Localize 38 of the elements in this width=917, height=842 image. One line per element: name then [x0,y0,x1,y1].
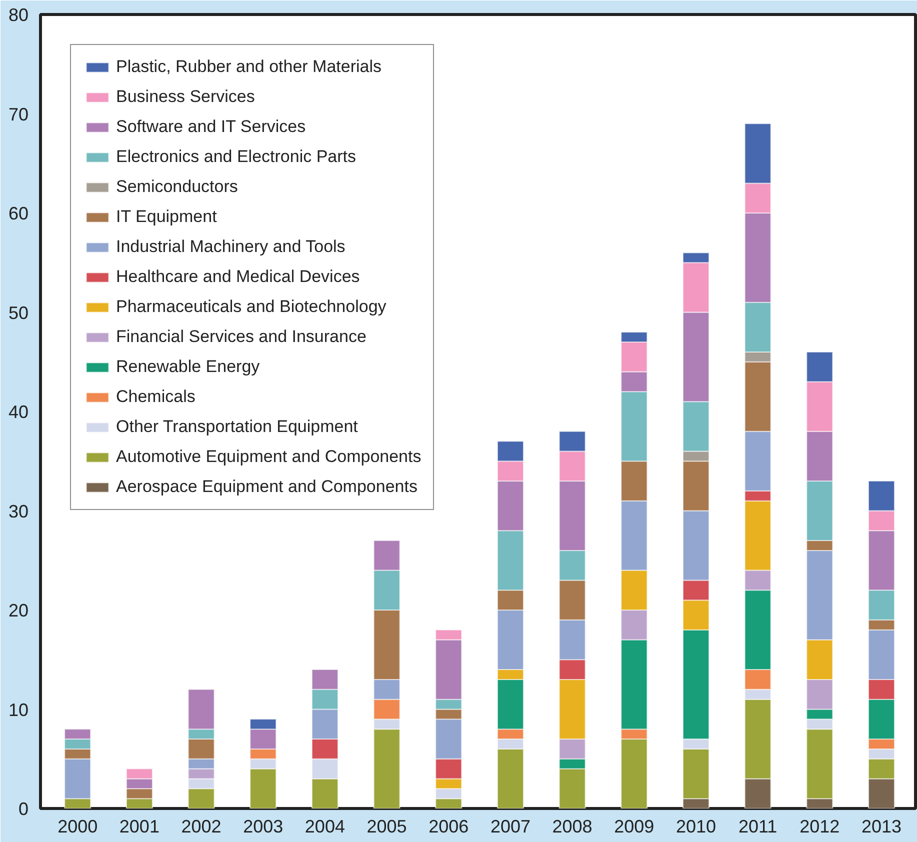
y-tick-label: 10 [8,700,29,720]
legend-label: Healthcare and Medical Devices [116,267,360,287]
y-tick-label: 70 [8,104,29,124]
y-tick-label: 80 [8,5,29,25]
y-tick-label: 0 [18,799,29,819]
y-tick-label: 50 [8,302,29,323]
legend-label: Pharmaceuticals and Biotechnology [116,297,386,317]
x-tick-label: 2008 [552,816,592,836]
x-tick-label: 2002 [181,816,222,836]
legend-label: Automotive Equipment and Components [116,447,422,467]
x-tick-label: 2009 [614,816,654,836]
y-tick-label: 40 [8,402,29,422]
legend-label: Aerospace Equipment and Components [116,477,418,497]
y-tick-label: 60 [8,204,29,224]
x-tick-label: 2013 [861,816,902,836]
legend-label: Plastic, Rubber and other Materials [116,57,382,77]
x-tick-label: 2003 [243,816,284,836]
legend-label: Other Transportation Equipment [116,417,358,437]
x-tick-label: 2007 [490,816,530,836]
x-tick-label: 2000 [58,816,98,836]
legend-label: Chemicals [116,387,196,407]
x-tick-label: 2011 [738,816,778,836]
legend-label: Semiconductors [116,177,238,197]
legend-label: Renewable Energy [116,357,260,377]
y-tick-label: 20 [8,600,29,620]
x-tick-label: 2005 [366,816,407,836]
legend-label: IT Equipment [116,207,217,227]
legend-label: Financial Services and Insurance [116,327,366,347]
x-tick-label: 2010 [676,816,716,836]
legend-label: Electronics and Electronic Parts [116,147,356,167]
x-tick-label: 2001 [119,816,160,836]
x-tick-label: 2004 [304,816,345,836]
y-tick-label: 30 [8,501,29,522]
x-tick-label: 2012 [800,816,840,836]
legend-label: Business Services [116,87,255,107]
legend-label: Software and IT Services [116,117,306,137]
legend-label: Industrial Machinery and Tools [116,237,346,257]
x-tick-label: 2006 [428,816,469,836]
